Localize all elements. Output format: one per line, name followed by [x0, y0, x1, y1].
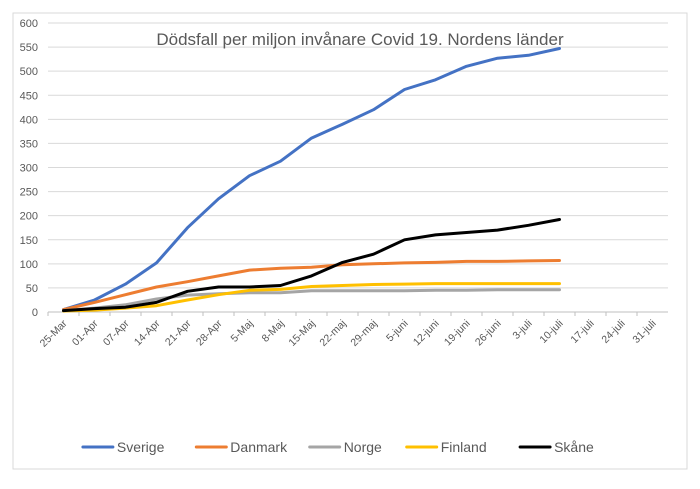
y-axis-tick-labels: 0 50 100 150 200 250 300 350 400 450 500 550 600 — [20, 18, 38, 319]
series-lines — [62, 47, 561, 313]
y-tick-label: 600 — [20, 18, 38, 30]
gridlines — [47, 22, 668, 316]
legend-label: Norge — [344, 439, 382, 455]
chart-area — [12, 12, 688, 470]
legend-label: Sverige — [117, 439, 165, 455]
y-tick-label: 400 — [20, 114, 38, 126]
legend-label: Skåne — [554, 439, 594, 455]
legend-label: Finland — [441, 439, 487, 455]
legend-item-sverige: Sverige — [81, 439, 165, 455]
y-tick-label: 500 — [20, 66, 38, 78]
chart-title: Dödsfall per miljon invånare Covid 19. N… — [156, 30, 564, 49]
series-line-sverige — [62, 47, 561, 312]
y-tick-label: 150 — [20, 235, 38, 247]
series-line-finland — [62, 282, 561, 313]
legend-item-finland: Finland — [405, 439, 487, 455]
series-line-norge — [62, 288, 561, 313]
series-line-danmark — [62, 259, 561, 312]
y-tick-label: 0 — [32, 307, 38, 319]
series-line-skåne — [62, 218, 561, 313]
y-tick-label: 300 — [20, 163, 38, 175]
legend-item-danmark: Danmark — [194, 439, 288, 455]
y-tick-label: 250 — [20, 187, 38, 199]
y-tick-label: 50 — [26, 283, 38, 295]
y-tick-label: 200 — [20, 211, 38, 223]
y-tick-label: 100 — [20, 259, 38, 271]
legend-item-norge: Norge — [308, 439, 382, 455]
y-tick-label: 350 — [20, 138, 38, 150]
legend-item-skåne: Skåne — [518, 439, 594, 455]
legend: Sverige Danmark Norge Finland Skåne — [81, 439, 594, 455]
legend-label: Danmark — [230, 439, 288, 455]
y-tick-label: 550 — [20, 42, 38, 54]
y-tick-label: 450 — [20, 90, 38, 102]
